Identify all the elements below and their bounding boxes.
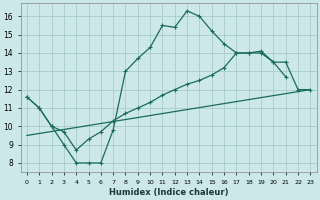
X-axis label: Humidex (Indice chaleur): Humidex (Indice chaleur) xyxy=(109,188,228,197)
